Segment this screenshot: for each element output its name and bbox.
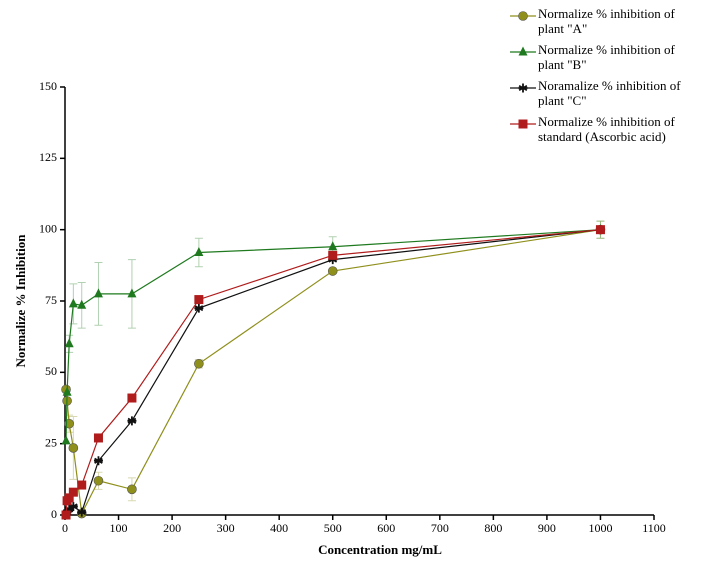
marker bbox=[518, 11, 528, 21]
legend-label: Normalize % inhibition of standard (Asco… bbox=[538, 114, 675, 144]
marker bbox=[68, 487, 78, 497]
marker bbox=[61, 435, 71, 445]
series-line bbox=[65, 229, 601, 441]
legend-icon bbox=[510, 11, 536, 21]
marker bbox=[68, 298, 78, 308]
marker bbox=[68, 443, 79, 453]
x-tick-label: 300 bbox=[217, 521, 235, 535]
legend-label: Normalize % inhibition of plant "A" bbox=[538, 6, 675, 36]
x-tick-label: 1100 bbox=[642, 521, 666, 535]
marker bbox=[194, 295, 204, 305]
x-tick-label: 900 bbox=[538, 521, 556, 535]
marker bbox=[77, 299, 87, 309]
marker bbox=[328, 250, 338, 260]
marker bbox=[518, 119, 528, 129]
marker bbox=[64, 504, 74, 514]
marker bbox=[127, 484, 137, 495]
marker bbox=[93, 456, 103, 466]
x-tick-label: 800 bbox=[484, 521, 502, 535]
legend-icon bbox=[510, 83, 536, 93]
y-axis-label: Normalize % Inhibition bbox=[13, 234, 28, 368]
marker bbox=[518, 46, 528, 56]
legend-icon bbox=[510, 119, 536, 129]
marker bbox=[194, 303, 204, 313]
legend: Normalize % inhibition of plant "A" Norma… bbox=[508, 6, 708, 150]
marker bbox=[93, 433, 103, 443]
legend-item: Noramalize % inhibition of plant "C" bbox=[508, 78, 708, 108]
marker bbox=[93, 475, 104, 486]
x-tick-label: 0 bbox=[62, 521, 68, 535]
marker bbox=[64, 338, 74, 348]
marker bbox=[68, 501, 78, 511]
marker bbox=[194, 246, 204, 256]
marker bbox=[127, 416, 137, 426]
series-line bbox=[65, 229, 601, 516]
legend-item: Normalize % inhibition of plant "A" bbox=[508, 6, 708, 36]
y-tick-label: 100 bbox=[39, 221, 57, 235]
x-tick-label: 400 bbox=[270, 521, 288, 535]
marker bbox=[77, 480, 87, 490]
marker bbox=[127, 393, 137, 403]
marker bbox=[328, 241, 338, 251]
x-axis-label: Concentration mg/mL bbox=[318, 542, 442, 557]
marker bbox=[127, 288, 137, 298]
x-tick-label: 1000 bbox=[588, 521, 612, 535]
marker bbox=[61, 510, 71, 520]
y-tick-label: 125 bbox=[39, 150, 57, 164]
x-tick-label: 700 bbox=[431, 521, 449, 535]
legend-item: Normalize % inhibition of standard (Asco… bbox=[508, 114, 708, 144]
marker bbox=[194, 358, 204, 369]
x-tick-label: 500 bbox=[324, 521, 342, 535]
x-tick-label: 600 bbox=[377, 521, 395, 535]
marker bbox=[62, 386, 72, 396]
y-tick-label: 25 bbox=[45, 435, 57, 449]
legend-label: Noramalize % inhibition of plant "C" bbox=[538, 78, 681, 108]
legend-label: Normalize % inhibition of plant "B" bbox=[538, 42, 675, 72]
marker bbox=[595, 225, 605, 235]
marker bbox=[64, 493, 74, 503]
y-tick-label: 0 bbox=[51, 507, 57, 521]
legend-item: Normalize % inhibition of plant "B" bbox=[508, 42, 708, 72]
marker bbox=[518, 83, 528, 93]
y-tick-label: 75 bbox=[45, 293, 57, 307]
x-tick-label: 100 bbox=[110, 521, 128, 535]
y-tick-label: 50 bbox=[45, 364, 57, 378]
y-tick-label: 150 bbox=[39, 79, 57, 93]
marker bbox=[77, 507, 87, 517]
marker bbox=[93, 288, 103, 298]
marker bbox=[327, 266, 338, 276]
legend-icon bbox=[510, 46, 536, 56]
x-tick-label: 200 bbox=[163, 521, 181, 535]
